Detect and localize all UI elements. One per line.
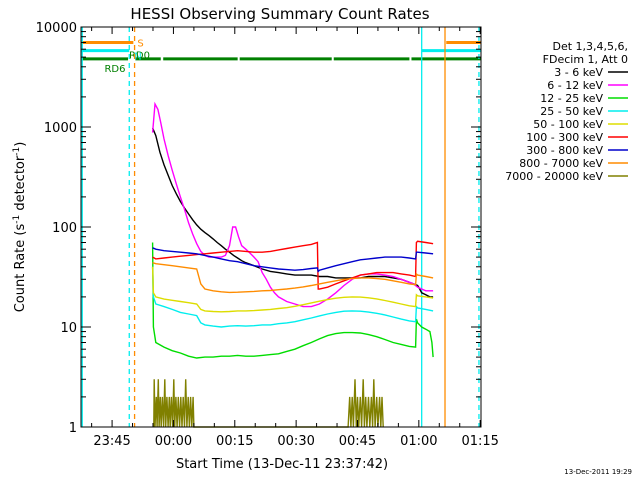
legend-label-1: 6 - 12 keV [547,79,603,92]
y-axis-label-main: Count Rate (s [13,224,28,313]
flag-rd-label-1: RD0 [129,51,150,62]
y-tick-label-0: 1 [69,421,77,436]
legend-label-8: 7000 - 20000 keV [505,170,603,183]
series-line-1 [151,101,434,308]
x-tick-label-1: 00:00 [155,434,192,449]
y-axis-label-close: ) [13,142,28,147]
y-tick-label-2: 100 [52,221,77,236]
legend: Det 1,3,4,5,6, FDecim 1, Att 0 3 - 6 keV… [505,40,628,183]
chart-title: HESSI Observing Summary Count Rates [130,5,429,23]
legend-label-4: 50 - 100 keV [533,118,603,131]
y-axis-label: Count Rate (s-1 detector-1) [12,142,28,313]
y-tick-label-1: 10 [60,321,77,336]
series-line-0 [151,127,434,298]
x-tick-label-5: 01:00 [400,434,437,449]
legend-label-0: 3 - 6 keV [554,66,603,79]
series-line-8 [153,379,384,428]
series-line-4 [151,266,434,313]
y-axis-label-unit: detector [13,155,28,215]
x-tick-label-4: 00:45 [339,434,376,449]
legend-header-1: Det 1,3,4,5,6, [552,40,628,53]
x-tick-label-6: 01:15 [461,434,498,449]
legend-header-2: FDecim 1, Att 0 [543,53,628,66]
flag-s-label: S [137,38,143,49]
x-axis-label: Start Time (13-Dec-11 23:37:42) [176,457,388,472]
y-tick-label-3: 1000 [44,121,77,136]
footer-date: 13-Dec-2011 19:29 [564,468,632,476]
x-tick-label-3: 00:30 [277,434,314,449]
series-line-7 [152,262,434,294]
legend-label-6: 300 - 800 keV [526,144,603,157]
y-axis-label-exponent: -1 [12,215,22,224]
legend-label-7: 800 - 7000 keV [519,157,603,170]
series-line-2 [151,242,434,359]
x-tick-label-2: 00:15 [216,434,253,449]
series-line-3 [151,266,434,328]
flag-rd-label-0: RD6 [104,64,125,75]
y-tick-label-4: 10000 [36,21,77,36]
series-line-6 [152,247,434,273]
legend-label-2: 12 - 25 keV [540,92,603,105]
flag-n-label: N [134,52,141,63]
legend-label-5: 100 - 300 keV [526,131,603,144]
legend-label-3: 25 - 50 keV [540,105,603,118]
x-tick-label-0: 23:45 [93,434,130,449]
y-axis-label-exponent-2: -1 [12,147,22,156]
